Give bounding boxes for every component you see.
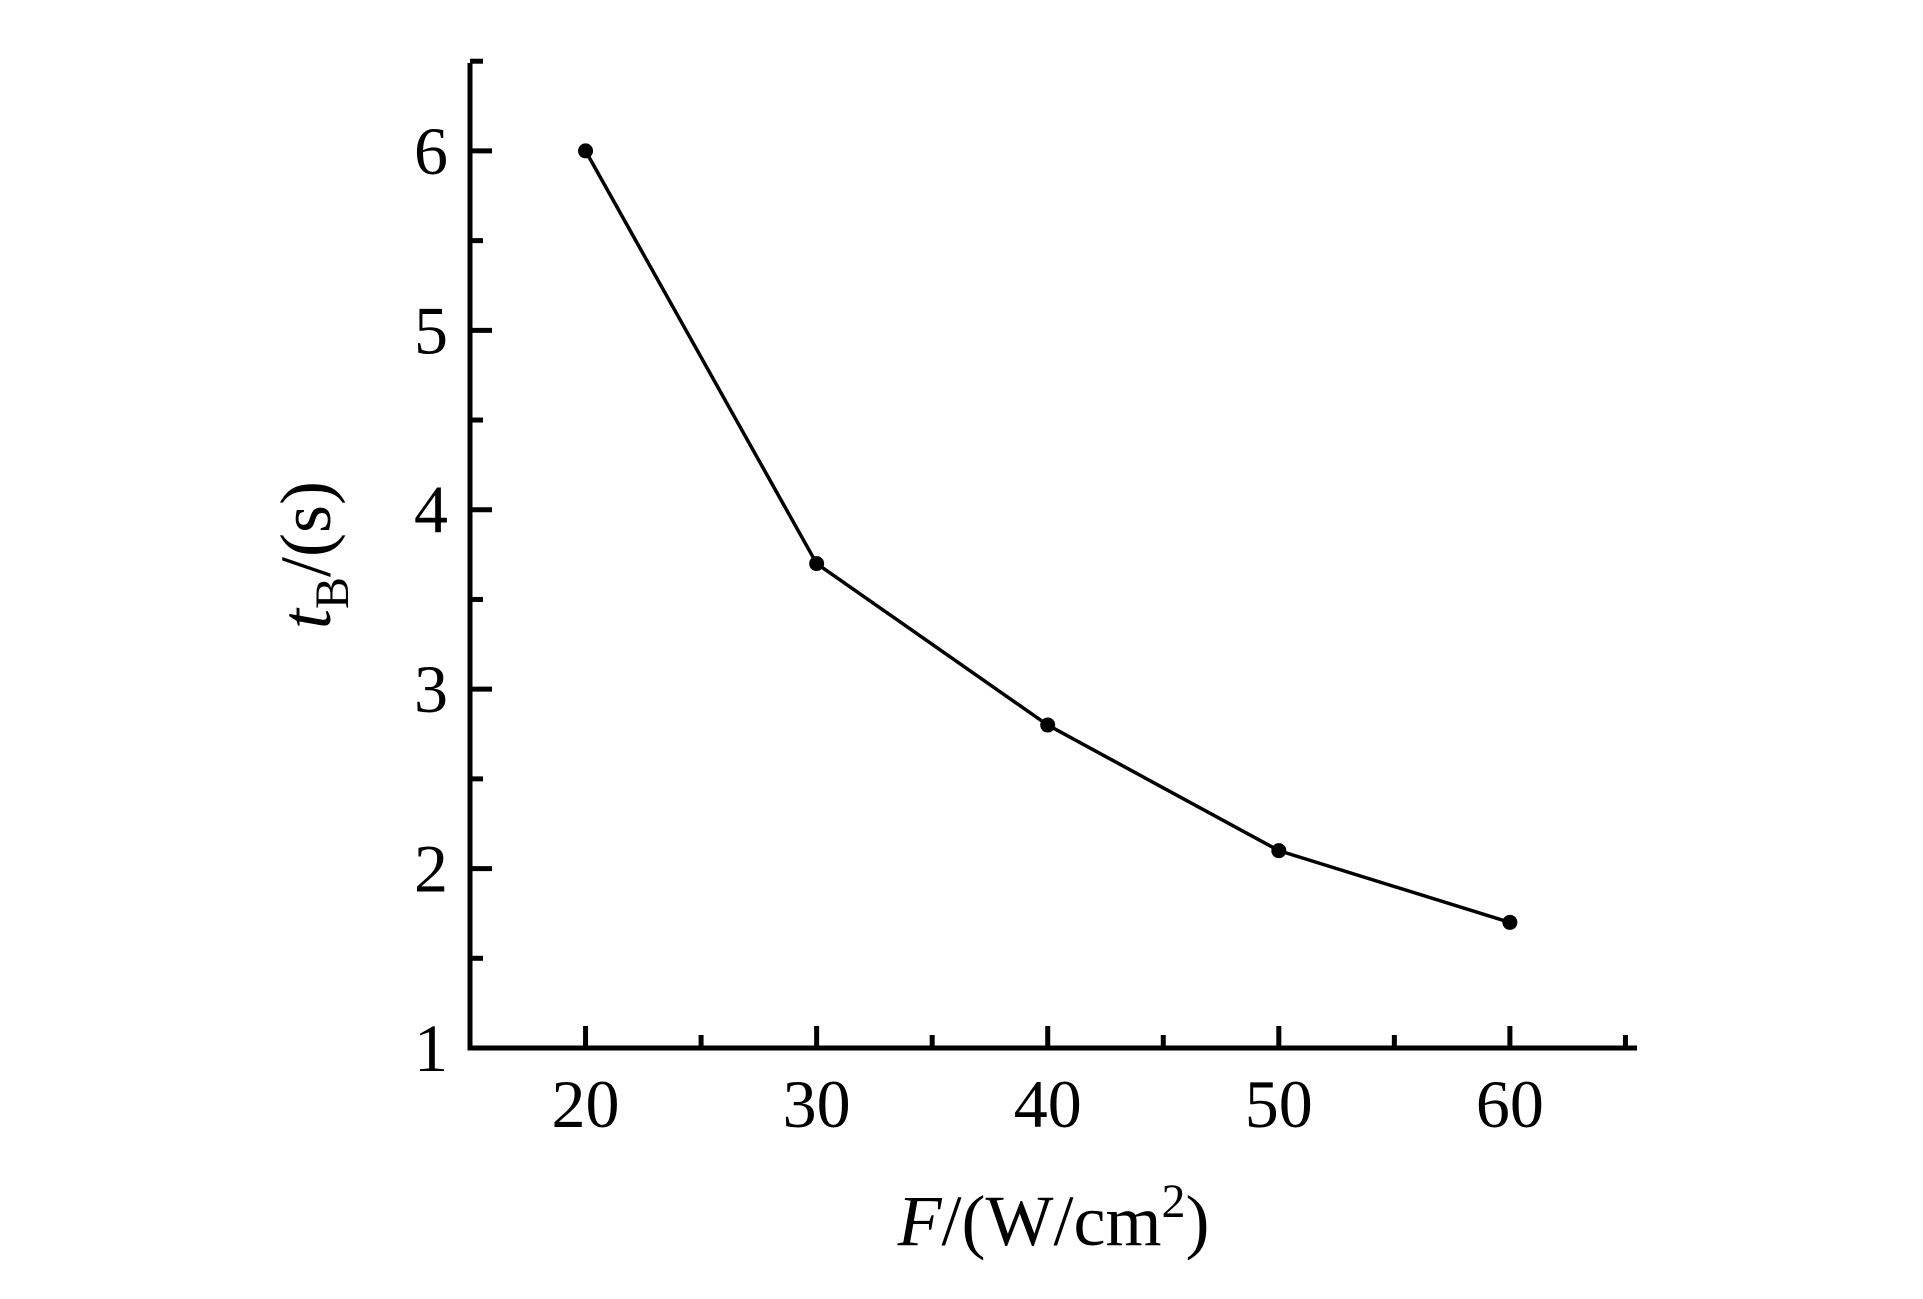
data-point	[809, 556, 825, 572]
y-tick-label: 4	[414, 472, 448, 548]
y-tick-label: 6	[414, 113, 448, 189]
x-tick-label: 50	[1245, 1066, 1313, 1142]
y-tick-label: 5	[414, 292, 448, 368]
axis-titles-group: tB/(s) F/(W/cm2)	[266, 481, 1209, 1261]
tick-labels-group: 20 30 40 50 60 1 2 3 4 5 6	[414, 113, 1544, 1142]
x-tick-label: 60	[1476, 1066, 1544, 1142]
ticks-group	[470, 58, 1628, 1051]
data-point	[1040, 717, 1056, 733]
x-tick-label: 30	[783, 1066, 851, 1142]
x-axis-label: F/(W/cm2)	[897, 1175, 1210, 1261]
y-tick-label: 2	[414, 831, 448, 907]
data-point	[1271, 843, 1287, 859]
y-tick-label: 1	[414, 1010, 448, 1086]
y-tick-label: 3	[414, 651, 448, 727]
x-tick-label: 40	[1014, 1066, 1082, 1142]
data-point	[1502, 914, 1518, 930]
x-tick-label: 20	[552, 1066, 620, 1142]
data-point	[578, 143, 594, 159]
y-axis-label: tB/(s)	[266, 481, 359, 629]
axes-group	[467, 63, 1637, 1051]
series-line	[584, 150, 1511, 925]
series-group	[578, 143, 1518, 930]
